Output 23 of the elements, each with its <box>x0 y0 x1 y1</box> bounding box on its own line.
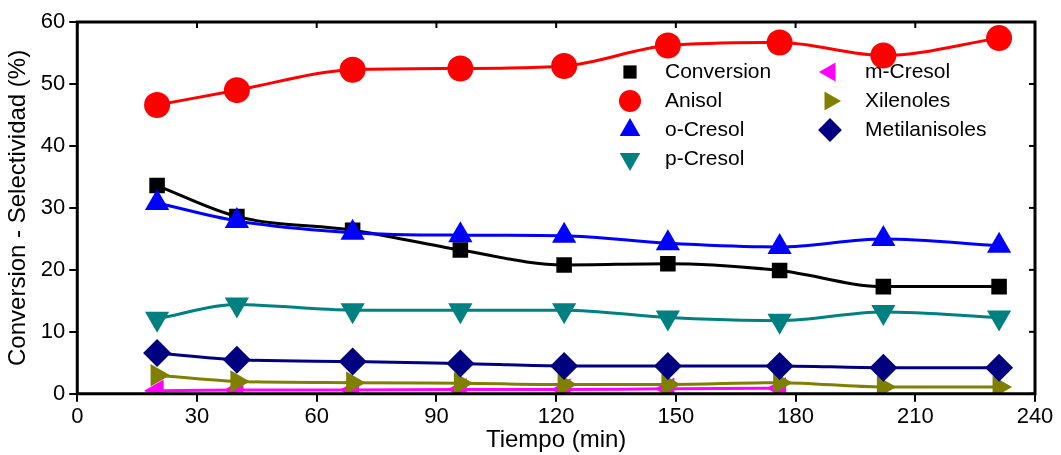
legend-label: m-Cresol <box>865 58 951 82</box>
y-tick-label: 20 <box>40 255 66 281</box>
x-tick-label: 90 <box>424 403 449 429</box>
x-tick-label: 60 <box>304 403 329 429</box>
x-tick-label: 180 <box>777 403 814 429</box>
x-tick-label: 240 <box>1016 403 1054 429</box>
y-tick-label: 0 <box>53 379 66 405</box>
legend-label: Metilanisoles <box>865 116 987 140</box>
legend-label: p-Cresol <box>665 145 745 169</box>
x-tick-label: 0 <box>71 403 84 429</box>
x-tick-label: 150 <box>657 403 695 429</box>
y-tick-label: 10 <box>40 317 66 343</box>
y-tick-label: 60 <box>40 8 66 34</box>
x-tick-label: 210 <box>896 403 934 429</box>
legend-label: Conversion <box>665 58 772 82</box>
y-axis-title: Conversion - Selectividad (%) <box>3 49 31 366</box>
y-tick-label: 40 <box>40 132 66 157</box>
legend-label: o-Cresol <box>665 116 745 140</box>
legend-label: Xilenoles <box>865 87 951 111</box>
x-tick-label: 30 <box>184 403 210 429</box>
legend-label: Anisol <box>665 87 723 111</box>
y-tick-label: 30 <box>40 193 66 219</box>
y-tick-label: 50 <box>40 70 66 96</box>
